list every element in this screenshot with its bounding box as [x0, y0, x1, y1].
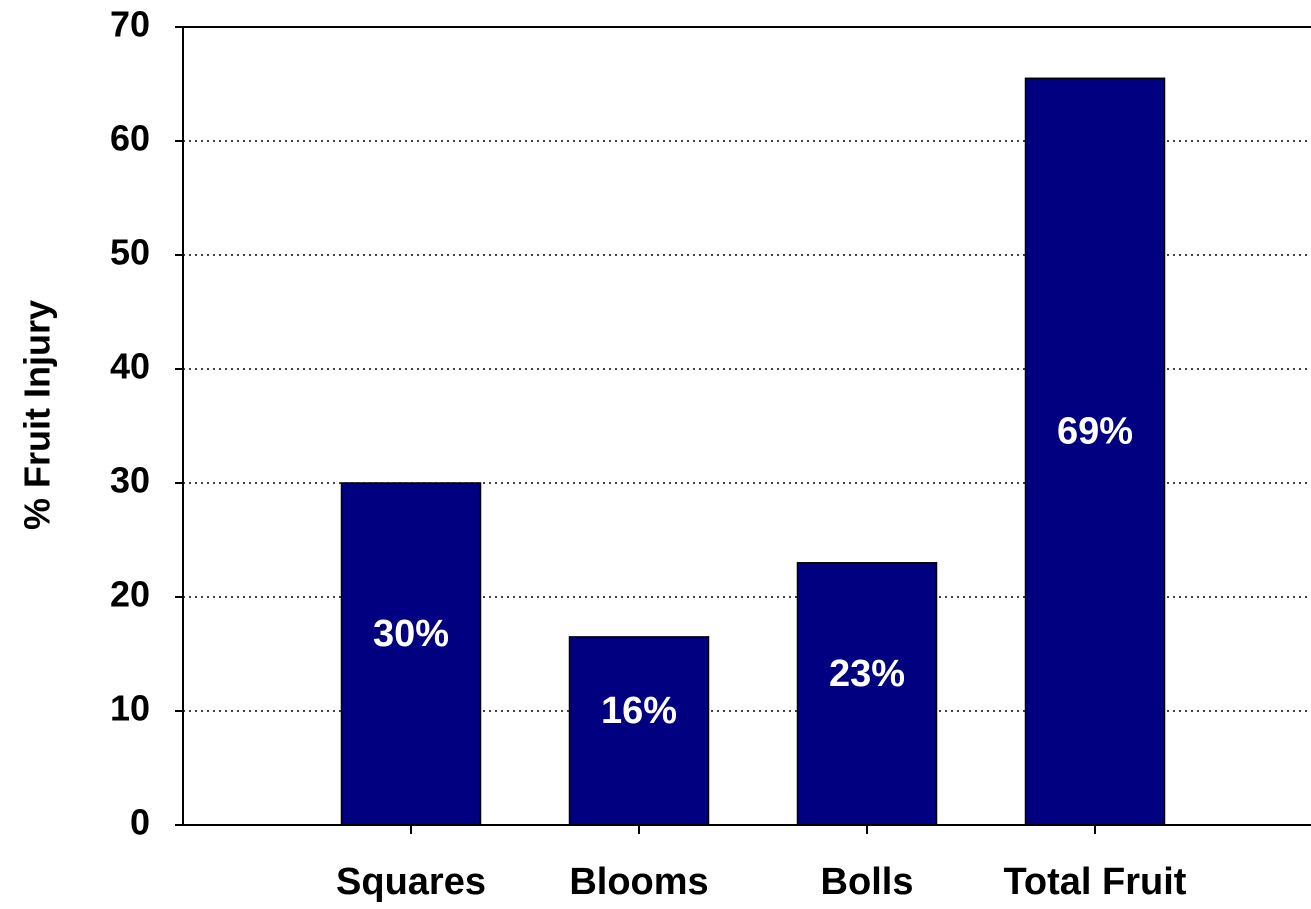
- y-tick-label: 50: [110, 232, 150, 273]
- y-tick-label: 60: [110, 118, 150, 159]
- y-axis-label: % Fruit Injury: [17, 300, 58, 530]
- y-tick-label: 30: [110, 460, 150, 501]
- bar-annotation: 23%: [829, 653, 905, 695]
- x-tick-label: Total Fruit: [1004, 861, 1187, 903]
- y-tick-label: 70: [110, 4, 150, 45]
- bar: [796, 562, 938, 826]
- y-tick-label: 10: [110, 688, 150, 729]
- x-tick-label: Bolls: [821, 861, 914, 903]
- y-tick-label: 20: [110, 574, 150, 615]
- bar: [568, 636, 710, 826]
- x-tick-label: Squares: [336, 861, 486, 903]
- x-tick-label: Blooms: [569, 861, 708, 903]
- bar-annotation: 16%: [601, 690, 677, 732]
- bar: [1024, 77, 1166, 826]
- bar: [340, 482, 482, 826]
- bar-annotation: 30%: [373, 613, 449, 655]
- bar-annotation: 69%: [1057, 411, 1133, 453]
- y-tick-label: 0: [130, 802, 150, 843]
- y-tick-label: 40: [110, 346, 150, 387]
